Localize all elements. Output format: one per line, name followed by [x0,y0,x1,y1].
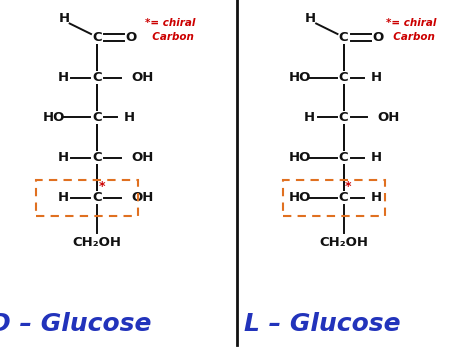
Text: OH: OH [131,151,154,164]
Text: H: H [57,71,69,84]
Text: Carbon: Carbon [386,33,435,42]
Text: C: C [339,191,348,204]
Text: HO: HO [289,151,311,164]
Text: H: H [371,71,382,84]
Text: H: H [371,191,382,204]
Text: C: C [92,111,102,124]
Text: H: H [58,12,70,25]
Text: O: O [126,31,137,44]
Text: *: * [99,180,105,193]
Text: C: C [339,151,348,164]
Text: C: C [339,111,348,124]
Text: HO: HO [42,111,65,124]
Text: *= chiral: *= chiral [145,18,195,28]
Text: H: H [57,191,69,204]
Text: C: C [339,31,348,44]
Text: L – Glucose: L – Glucose [244,312,401,336]
Text: C: C [92,191,102,204]
Text: OH: OH [131,71,154,84]
Text: OH: OH [378,111,400,124]
Text: C: C [92,151,102,164]
Text: H: H [371,151,382,164]
Text: CH₂OH: CH₂OH [319,236,368,249]
Text: Carbon: Carbon [145,33,193,42]
Text: O: O [372,31,383,44]
Text: OH: OH [131,191,154,204]
Text: C: C [339,71,348,84]
Text: HO: HO [289,191,311,204]
Text: *: * [345,180,352,193]
Text: H: H [305,12,316,25]
Text: H: H [57,151,69,164]
Text: H: H [124,111,135,124]
Text: H: H [304,111,315,124]
Text: C: C [92,31,102,44]
Text: CH₂OH: CH₂OH [73,236,122,249]
Text: HO: HO [289,71,311,84]
Text: D – Glucose: D – Glucose [0,312,152,336]
Text: C: C [92,71,102,84]
Text: *= chiral: *= chiral [386,18,437,28]
